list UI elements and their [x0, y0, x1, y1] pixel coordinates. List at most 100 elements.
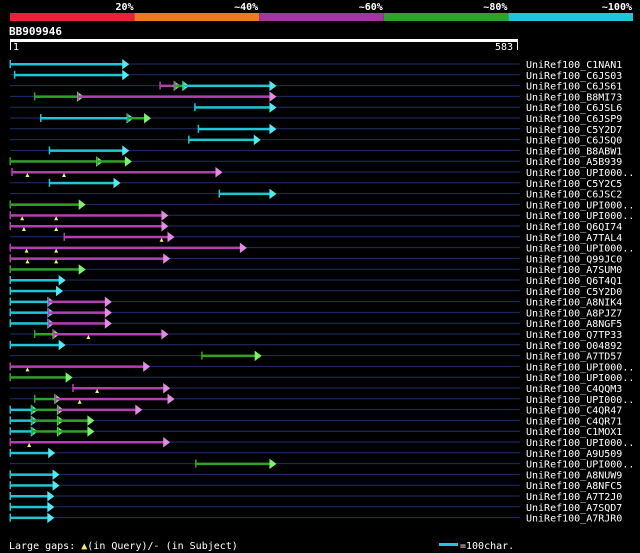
hit-row[interactable]: UniRef100_C4QR47: [9, 404, 623, 417]
hit-row[interactable]: UniRef100_A7RJR0: [9, 512, 623, 525]
hit-row[interactable]: UniRef100_UPI000..: [9, 210, 635, 222]
hit-name-link[interactable]: UniRef100_UPI000..: [526, 460, 634, 471]
hit-name-link[interactable]: UniRef100_C6JS61: [526, 82, 622, 93]
segment-arrow-icon: [161, 210, 169, 221]
hit-row[interactable]: UniRef100_A5B939: [9, 156, 623, 168]
hit-name-link[interactable]: UniRef100_C5Y2D0: [526, 287, 622, 298]
scale-band-5: [508, 13, 633, 21]
segment-start-tick: [9, 362, 11, 371]
hit-row[interactable]: UniRef100_A8NIK4: [9, 296, 623, 309]
hit-name-link[interactable]: UniRef100_A7T2J0: [526, 492, 622, 503]
hit-row[interactable]: UniRef100_UPI000..: [10, 458, 634, 471]
hit-row[interactable]: UniRef100_C6JS61: [10, 80, 622, 93]
hit-row[interactable]: UniRef100_C6JS03: [10, 69, 622, 82]
hit-name-link[interactable]: UniRef100_A7TAL4: [526, 233, 622, 244]
hit-row[interactable]: UniRef100_Q6QI74: [9, 221, 623, 233]
alignment-segment: [10, 214, 163, 217]
hit-name-link[interactable]: UniRef100_UPI000..: [526, 168, 634, 179]
hit-row[interactable]: UniRef100_A9U509: [9, 447, 623, 460]
hit-row[interactable]: UniRef100_UPI000..: [9, 372, 635, 384]
hit-name-link[interactable]: UniRef100_UPI000..: [526, 438, 634, 449]
segment-start-tick: [9, 319, 11, 328]
large-gap-marker-icon: [27, 443, 32, 447]
hit-name-link[interactable]: UniRef100_UPI000..: [526, 244, 634, 255]
hit-name-link[interactable]: UniRef100_B8ABW1: [526, 146, 622, 157]
hit-name-link[interactable]: UniRef100_A8NUW9: [526, 470, 622, 481]
hit-row[interactable]: UniRef100_A8NFC5: [9, 480, 623, 492]
hit-row[interactable]: UniRef100_C4QR71: [9, 415, 623, 427]
hit-name-link[interactable]: UniRef100_UPI000..: [526, 200, 634, 211]
hit-row[interactable]: UniRef100_C6JSP9: [10, 113, 622, 125]
hit-name-link[interactable]: UniRef100_A5B939: [526, 157, 622, 168]
hit-name-link[interactable]: UniRef100_UPI000..: [526, 395, 634, 406]
hit-name-link[interactable]: UniRef100_Q99JC0: [526, 254, 622, 265]
hit-name-link[interactable]: UniRef100_C6JSQ0: [526, 136, 622, 147]
hit-row[interactable]: UniRef100_C1MOX1: [9, 426, 623, 438]
hit-name-link[interactable]: UniRef100_A7TD57: [526, 352, 622, 363]
hit-name-link[interactable]: UniRef100_Q6QI74: [526, 222, 622, 233]
hit-row[interactable]: UniRef100_UPI000..: [10, 167, 634, 179]
hit-row[interactable]: UniRef100_O04892: [9, 339, 623, 352]
hit-name-link[interactable]: UniRef100_A9U509: [526, 449, 622, 460]
hit-row[interactable]: UniRef100_UPI000..: [9, 242, 635, 255]
hit-row[interactable]: UniRef100_UPI000..: [9, 361, 635, 373]
hit-name-link[interactable]: UniRef100_A8NGF5: [526, 319, 622, 330]
hit-name-link[interactable]: UniRef100_C5Y2D7: [526, 125, 622, 136]
hit-name-link[interactable]: UniRef100_UPI000..: [526, 211, 634, 222]
hit-row[interactable]: UniRef100_C6JSC2: [10, 188, 622, 201]
segment-start-tick: [9, 308, 11, 317]
hit-row[interactable]: UniRef100_A8NUW9: [9, 469, 623, 481]
hit-row[interactable]: UniRef100_Q7TP33: [10, 329, 622, 341]
hit-name-link[interactable]: UniRef100_C4QQM3: [526, 384, 622, 395]
hit-row[interactable]: UniRef100_UPI000..: [10, 393, 634, 406]
hit-row[interactable]: UniRef100_Q6T4Q1: [9, 275, 623, 287]
hit-row[interactable]: UniRef100_UPI000..: [9, 437, 635, 449]
hit-name-link[interactable]: UniRef100_C4QR47: [526, 406, 622, 417]
hit-name-link[interactable]: UniRef100_Q7TP33: [526, 330, 622, 341]
hit-row[interactable]: UniRef100_A7T2J0: [9, 491, 623, 503]
hit-name-link[interactable]: UniRef100_O04892: [526, 341, 622, 352]
hit-name-link[interactable]: UniRef100_C6JSL6: [526, 103, 622, 114]
scale-legend-bar: [439, 543, 458, 546]
hit-row[interactable]: UniRef100_A8NGF5: [9, 318, 623, 330]
hit-row[interactable]: UniRef100_UPI000..: [9, 199, 635, 211]
hit-name-link[interactable]: UniRef100_A7RJR0: [526, 514, 622, 525]
hit-row[interactable]: UniRef100_C4QQM3: [10, 383, 622, 395]
hit-row[interactable]: UniRef100_C5Y2D7: [10, 123, 622, 136]
hit-row[interactable]: UniRef100_C6JSL6: [10, 102, 622, 114]
hit-name-link[interactable]: UniRef100_A7SUM0: [526, 265, 622, 276]
hit-row[interactable]: UniRef100_C5Y2C5: [10, 177, 622, 190]
hit-row[interactable]: UniRef100_C6JSQ0: [10, 134, 622, 147]
hit-row[interactable]: UniRef100_C1NAN1: [9, 59, 623, 71]
hit-name-link[interactable]: UniRef100_A8PJZ7: [526, 308, 622, 319]
hit-row[interactable]: UniRef100_A8PJZ7: [9, 307, 623, 319]
hit-name-link[interactable]: UniRef100_C4QR71: [526, 416, 622, 427]
hit-row[interactable]: UniRef100_C5Y2D0: [9, 285, 623, 298]
hit-name-link[interactable]: UniRef100_A8NFC5: [526, 481, 622, 492]
alignment-segment: [40, 117, 128, 120]
hit-name-link[interactable]: UniRef100_A8NIK4: [526, 298, 622, 309]
hit-row[interactable]: UniRef100_Q99JC0: [9, 253, 623, 265]
query-end-label: 583: [495, 42, 513, 53]
hit-name-link[interactable]: UniRef100_UPI000..: [526, 362, 634, 373]
hit-row[interactable]: UniRef100_A7SQD7: [9, 501, 623, 514]
hit-row[interactable]: UniRef100_B8MI73: [10, 91, 622, 103]
alignment-segment: [10, 311, 49, 314]
hit-name-link[interactable]: UniRef100_C1NAN1: [526, 60, 622, 71]
hit-name-link[interactable]: UniRef100_C6JS03: [526, 71, 622, 82]
hit-row[interactable]: UniRef100_A7SUM0: [9, 264, 623, 276]
hit-name-link[interactable]: UniRef100_C6JSP9: [526, 114, 622, 125]
hit-name-link[interactable]: UniRef100_C1MOX1: [526, 427, 622, 438]
segment-arrow-icon: [143, 361, 151, 372]
hit-row[interactable]: UniRef100_A7TAL4: [10, 231, 622, 244]
hit-name-link[interactable]: UniRef100_Q6T4Q1: [526, 276, 622, 287]
hit-row[interactable]: UniRef100_A7TD57: [10, 350, 622, 363]
hit-name-link[interactable]: UniRef100_C5Y2C5: [526, 179, 622, 190]
hit-name-link[interactable]: UniRef100_A7SQD7: [526, 503, 622, 514]
hit-name-link[interactable]: UniRef100_C6JSC2: [526, 190, 622, 201]
segment-start-tick: [9, 427, 11, 436]
segment-arrow-icon: [104, 318, 112, 329]
hit-name-link[interactable]: UniRef100_B8MI73: [526, 92, 622, 103]
hit-row[interactable]: UniRef100_B8ABW1: [10, 145, 622, 157]
hit-name-link[interactable]: UniRef100_UPI000..: [526, 373, 634, 384]
